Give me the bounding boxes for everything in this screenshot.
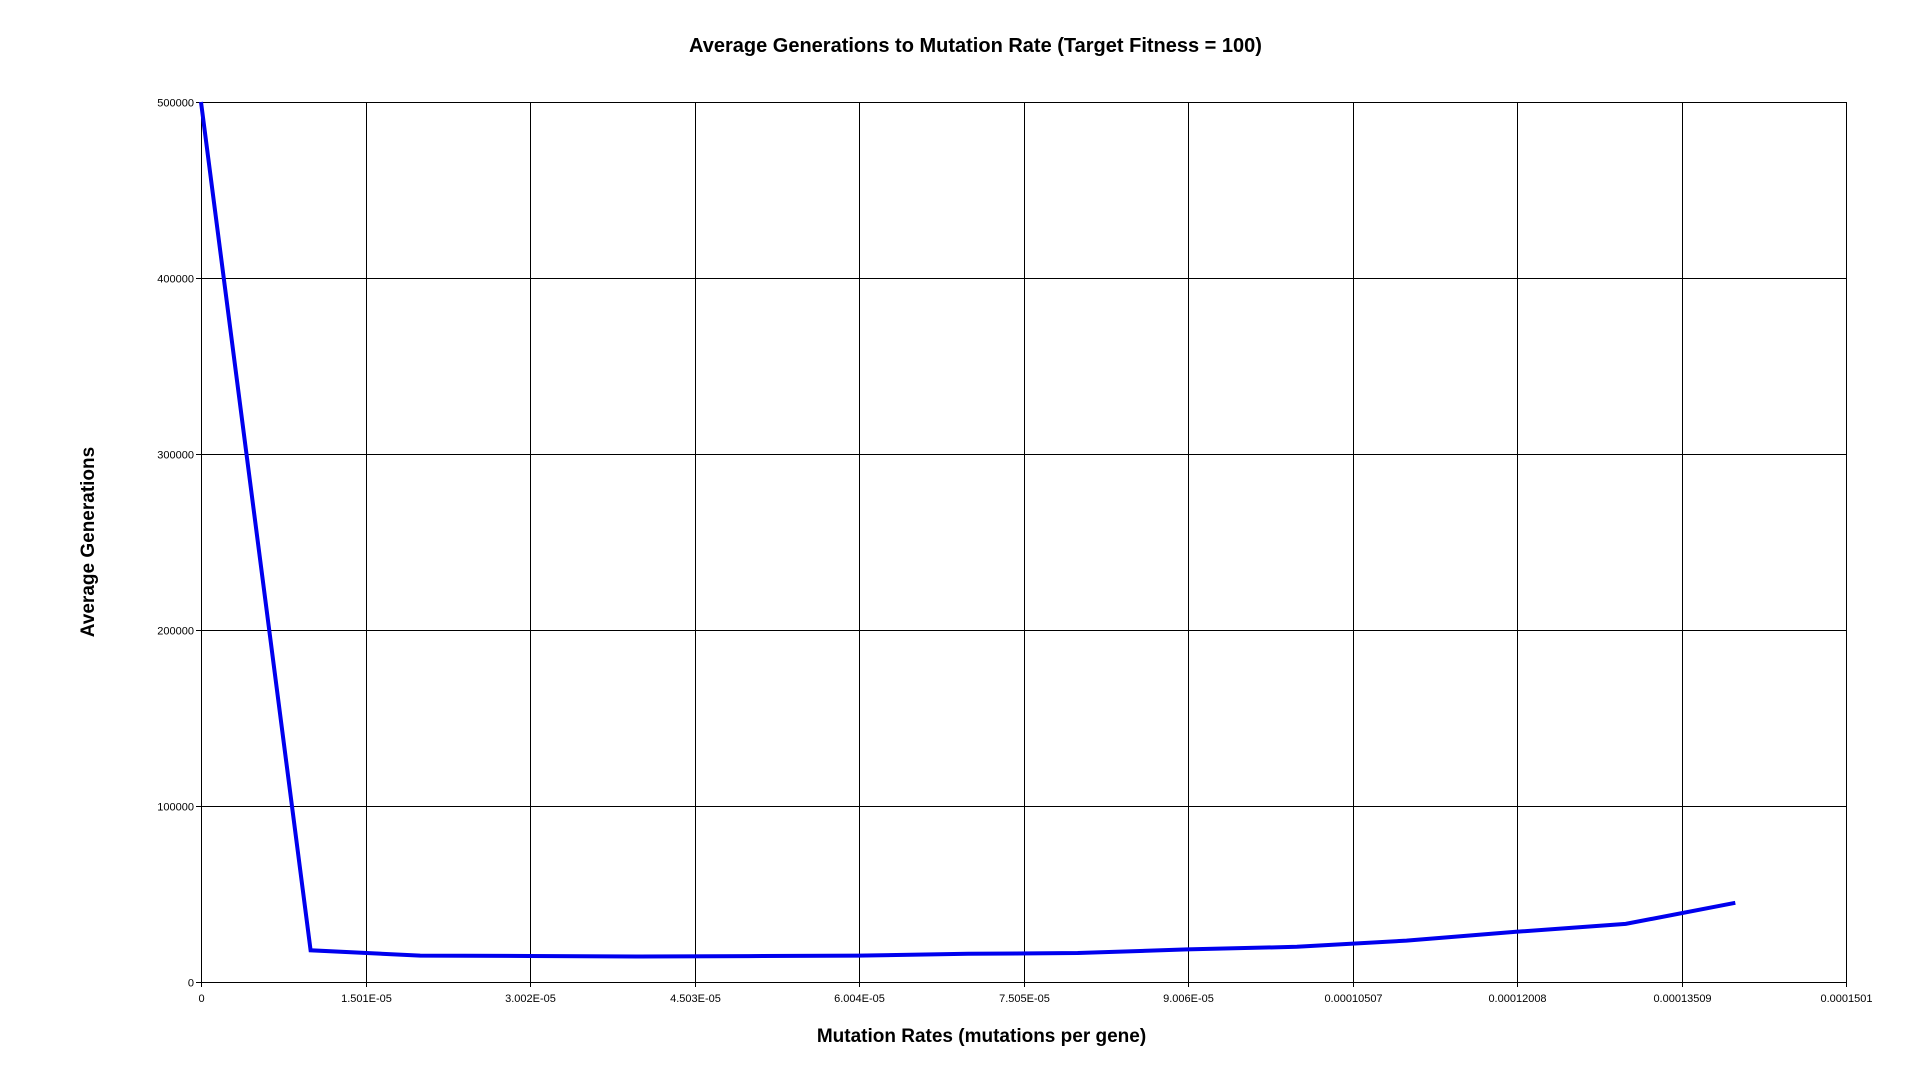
grid	[201, 102, 1847, 983]
y-tick-label: 0	[188, 978, 194, 990]
x-tick-label: 0	[198, 993, 204, 1005]
y-tick-label: 200000	[157, 626, 194, 638]
x-tick-label: 9.006E-05	[1163, 993, 1214, 1005]
x-tick-label: 0.00012008	[1488, 993, 1546, 1005]
x-tick-label: 0.0001501	[1821, 993, 1873, 1005]
y-axis-label: Average Generations	[78, 447, 99, 637]
x-tick-label: 7.505E-05	[999, 993, 1050, 1005]
x-axis-label: Mutation Rates (mutations per gene)	[817, 1026, 1146, 1047]
y-tick-label: 300000	[157, 450, 194, 462]
chart-title: Average Generations to Mutation Rate (Ta…	[689, 35, 1262, 57]
series-layer	[199, 101, 1736, 959]
x-tick-label: 4.503E-05	[670, 993, 721, 1005]
x-tick-label: 3.002E-05	[505, 993, 556, 1005]
y-tick-label: 400000	[157, 274, 194, 286]
axis-ticks: 0 1.501E-05 3.002E-05 4.503E-05 6.004E-05 7.5…	[157, 98, 1872, 1006]
series-line	[199, 101, 1736, 959]
y-tick-label: 100000	[157, 802, 194, 814]
y-tick-label: 500000	[157, 98, 194, 110]
x-tick-label: 1.501E-05	[341, 993, 392, 1005]
x-tick-label: 0.00013509	[1653, 993, 1711, 1005]
x-tick-label: 0.00010507	[1324, 993, 1382, 1005]
x-tick-label: 6.004E-05	[834, 993, 885, 1005]
